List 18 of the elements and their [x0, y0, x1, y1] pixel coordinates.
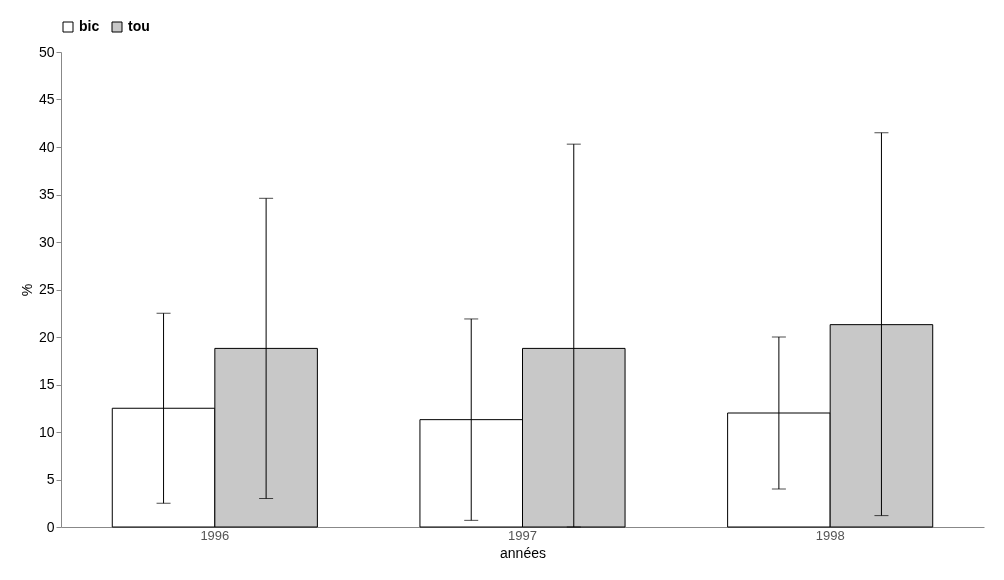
- legend-label: bic: [79, 18, 100, 34]
- y-tick-label: 35: [38, 186, 55, 202]
- y-tick-label: 25: [38, 281, 55, 297]
- legend-label: tou: [128, 18, 150, 34]
- x-axis-title: années: [500, 544, 546, 561]
- y-tick-label: 0: [46, 518, 55, 535]
- y-tick-label: 15: [38, 376, 55, 392]
- x-tick-label: 1998: [815, 527, 845, 543]
- y-tick-label: 30: [38, 233, 55, 250]
- y-axis-title: %: [18, 283, 35, 297]
- x-tick-label: 1997: [508, 527, 537, 543]
- y-tick-label: 20: [38, 328, 55, 345]
- y-tick-label: 45: [38, 91, 55, 107]
- y-tick-label: 50: [38, 43, 55, 60]
- x-tick-label: 1996: [200, 527, 230, 543]
- y-tick-label: 10: [38, 423, 55, 440]
- y-tick-label: 40: [38, 138, 55, 155]
- y-tick-label: 5: [46, 471, 55, 487]
